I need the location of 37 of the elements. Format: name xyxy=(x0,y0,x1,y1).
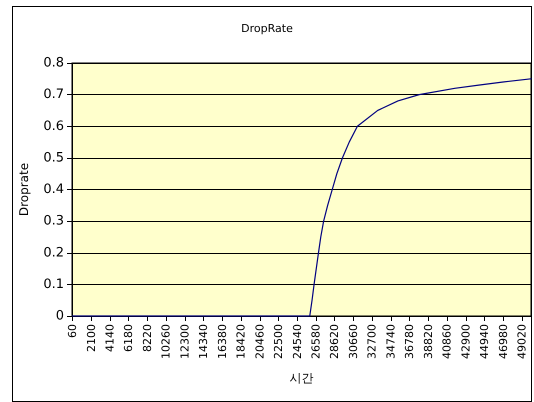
y-tick-label: 0.3 xyxy=(43,214,64,229)
y-tick-label: 0.5 xyxy=(43,150,64,166)
x-tick-label: 49020 xyxy=(516,324,529,359)
x-tick-label: 18420 xyxy=(234,324,248,359)
chart-title: DropRate xyxy=(241,22,294,35)
x-tick-label: 20460 xyxy=(253,324,266,359)
x-tick-label: 34740 xyxy=(384,324,398,359)
y-tick-label: 0.8 xyxy=(43,56,64,70)
x-tick-label: 16380 xyxy=(216,324,229,359)
x-tick-label: 32700 xyxy=(366,324,379,359)
x-tick-label: 42900 xyxy=(459,324,472,359)
x-tick-label: 44940 xyxy=(478,324,492,359)
x-tick-label: 8220 xyxy=(140,324,154,352)
y-tick-label: 0.7 xyxy=(43,87,64,102)
x-tick-label: 24540 xyxy=(290,324,304,359)
x-tick-label: 4140 xyxy=(104,324,117,352)
x-tick-label: 28620 xyxy=(328,324,342,359)
y-tick-label: 0.2 xyxy=(43,245,64,260)
y-tick-label: 0 xyxy=(56,308,64,324)
y-tick-label: 0.1 xyxy=(43,276,64,292)
x-tick-label: 12300 xyxy=(178,324,192,359)
x-tick-label: 14340 xyxy=(197,324,210,359)
x-tick-label: 40860 xyxy=(440,324,454,359)
x-axis-title: 시간 xyxy=(290,371,314,385)
x-tick-label: 46980 xyxy=(496,324,510,359)
x-tick-label: 60 xyxy=(66,324,80,338)
y-tick-label: 0.6 xyxy=(43,118,64,134)
x-tick-label: 38820 xyxy=(422,324,435,359)
y-axis-title: Droprate xyxy=(17,162,31,216)
x-tick-label: 30660 xyxy=(346,324,360,359)
x-tick-label: 6180 xyxy=(122,324,136,352)
y-tick-label: 0.4 xyxy=(43,182,64,197)
x-tick-label: 22500 xyxy=(272,324,286,359)
x-tick-label: 10260 xyxy=(160,324,173,359)
x-tick-label: 2100 xyxy=(84,324,98,352)
x-tick-label: 36780 xyxy=(403,324,416,359)
x-tick-label: 26580 xyxy=(310,324,323,359)
